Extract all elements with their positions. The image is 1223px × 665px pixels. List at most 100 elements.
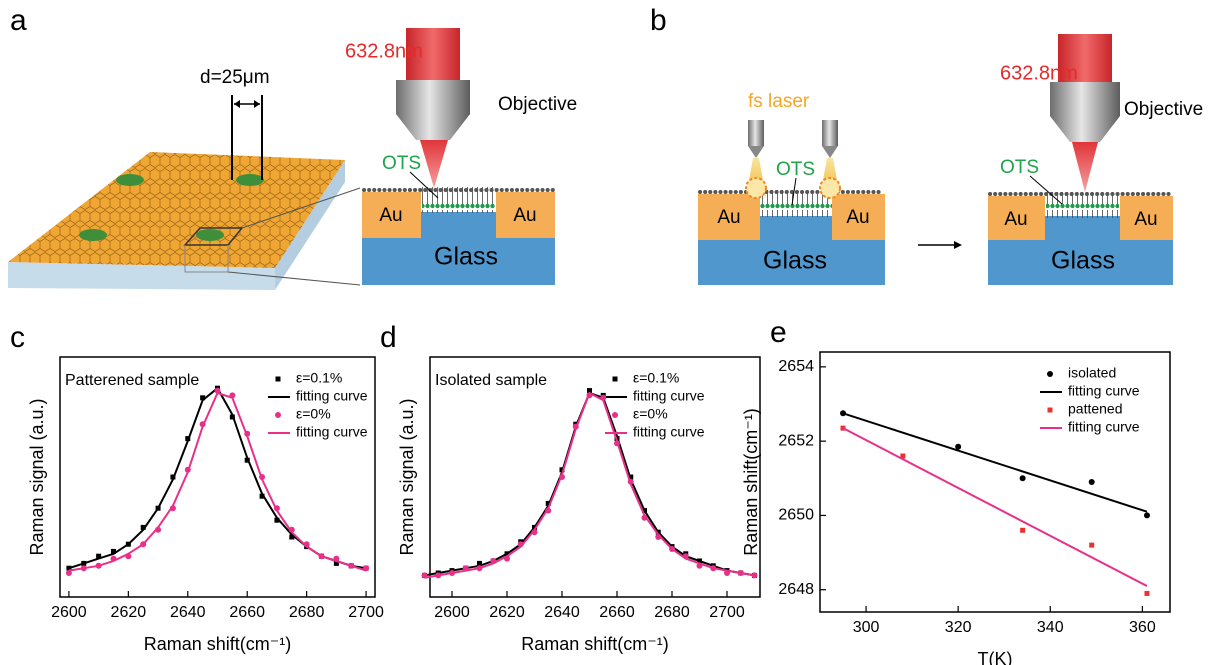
arrowhead [954, 241, 962, 249]
fs-tip [822, 120, 838, 146]
y-tick-label: 2648 [778, 581, 814, 598]
y-axis-label: Raman signal (a.u.) [27, 398, 47, 555]
pointer [409, 171, 439, 199]
panel-label: a [10, 4, 27, 37]
au-label: Au [717, 207, 740, 228]
panel-label: e [770, 316, 787, 349]
point [259, 493, 265, 499]
point [1020, 527, 1026, 533]
annotation: Isolated sample [435, 372, 547, 389]
zoom-line [227, 271, 361, 286]
ablation-spot [819, 177, 841, 199]
point [140, 524, 146, 530]
y-axis-label: Raman signal (a.u.) [397, 398, 417, 555]
x-tick-label: 2660 [229, 604, 265, 621]
x-tick-label: 2640 [170, 604, 206, 621]
legend-label: fitting curve [1068, 419, 1140, 435]
fit-line [842, 412, 1148, 513]
substrate-side [275, 160, 345, 290]
ots-label: OTS [382, 153, 421, 174]
x-tick-label: 2680 [654, 604, 690, 621]
x-axis-label: Raman shift(cm⁻¹) [144, 634, 292, 654]
point [289, 534, 295, 540]
fit-line [424, 391, 755, 579]
point [1019, 475, 1026, 482]
au-label: Au [1134, 209, 1157, 230]
arrowheads [234, 100, 260, 108]
plot-frame [59, 356, 376, 598]
hole [196, 229, 224, 241]
y-tick-label: 2652 [778, 432, 814, 449]
wavelength: 632.8nm [1000, 62, 1078, 84]
x-tick-label: 2600 [434, 604, 470, 621]
au-label: Au [379, 205, 402, 226]
legend-swatch [612, 412, 618, 418]
point [214, 387, 221, 394]
y-axis-label: Raman shift(cm⁻¹) [741, 408, 761, 556]
objective-label: Objective [1124, 99, 1203, 120]
hole [116, 174, 144, 186]
annotation: Patterened sample [65, 372, 199, 389]
legend-label: ε=0% [633, 406, 668, 422]
pointer [1029, 175, 1063, 205]
point [1088, 479, 1095, 485]
legend-swatch [1047, 371, 1053, 377]
ots-label: OTS [776, 159, 815, 180]
x-tick-label: 2700 [709, 604, 745, 621]
point [110, 548, 116, 554]
legend-label: isolated [1068, 365, 1116, 381]
legend-swatch [275, 412, 281, 418]
y-tick-label: 2650 [778, 507, 814, 524]
laser-beam [406, 28, 460, 80]
fs-tip [748, 120, 764, 146]
x-tick-label: 2620 [489, 604, 525, 621]
fit-line [424, 391, 755, 577]
panel-label: d [380, 321, 397, 354]
legend-label: fitting curve [296, 424, 368, 440]
legend-label: ε=0.1% [633, 370, 679, 386]
ots-molecules [1046, 192, 1119, 218]
ablation-spot [745, 177, 767, 199]
substrate-side [8, 262, 275, 290]
gold [832, 194, 885, 240]
pointer [791, 177, 797, 206]
fs-tip [748, 146, 764, 158]
gold [698, 194, 760, 240]
au-label: Au [1004, 209, 1027, 230]
legend-label: ε=0.1% [296, 370, 342, 386]
x-tick-label: 2660 [599, 604, 635, 621]
x-tick-label: 300 [853, 619, 880, 636]
point [955, 443, 962, 450]
laser-beam [1058, 34, 1112, 82]
au-label: Au [846, 207, 869, 228]
point [587, 388, 592, 394]
legend-label: ε=0% [296, 406, 331, 422]
panel-label: c [10, 321, 25, 354]
legend-label: fitting curve [296, 388, 368, 404]
point [200, 395, 206, 401]
hole [79, 229, 107, 241]
plot-frame [819, 351, 1171, 613]
au-label: Au [513, 205, 536, 226]
wavelength: 632.8nm [345, 40, 423, 62]
ots-molecules [422, 187, 495, 213]
x-tick-label: 2680 [289, 604, 325, 621]
focused-beam [1072, 142, 1098, 192]
x-tick-label: 2700 [348, 604, 384, 621]
point [333, 560, 339, 566]
fs-tip [822, 146, 838, 158]
zoom-line [241, 187, 361, 229]
x-tick-label: 320 [945, 619, 972, 636]
fs-label: fs laser [748, 91, 810, 112]
point [65, 570, 72, 576]
ots-label: OTS [1000, 157, 1039, 178]
objective-label: Objective [498, 94, 577, 115]
ots-molecules [760, 190, 832, 217]
gold [1120, 196, 1173, 240]
objective [1050, 82, 1120, 142]
gold [362, 192, 421, 238]
legend-swatch [1047, 407, 1053, 413]
legend-label: fitting curve [1068, 383, 1140, 399]
gold [496, 192, 555, 238]
